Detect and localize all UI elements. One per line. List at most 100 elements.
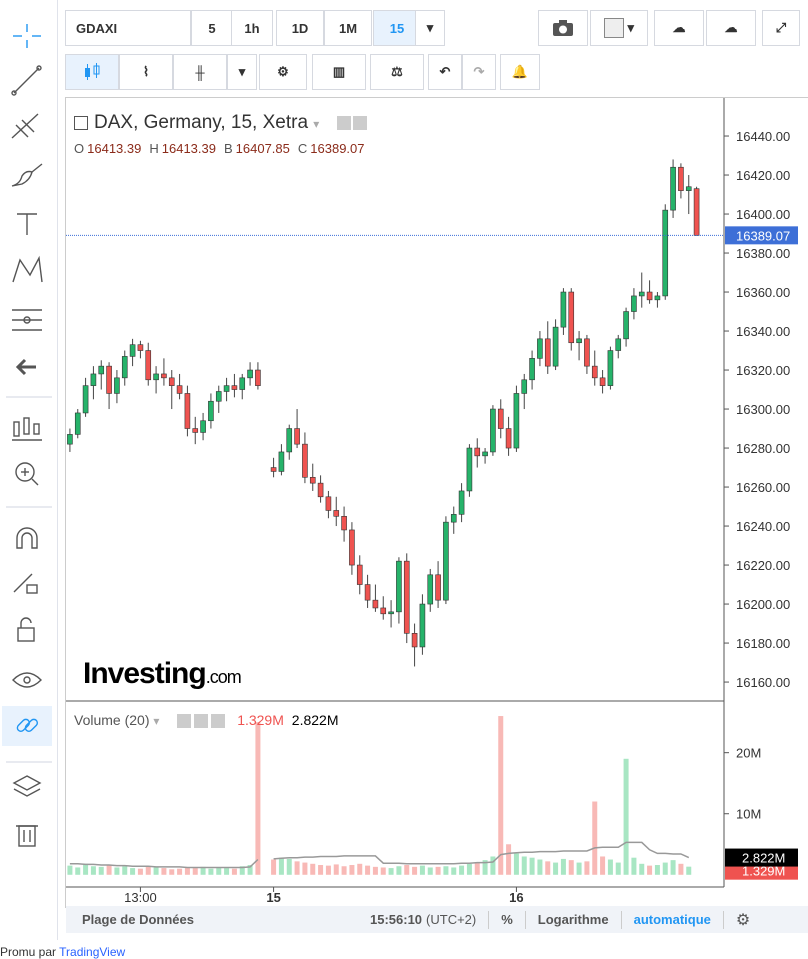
candle-body (513, 393, 520, 449)
footer-text: Promu par (0, 945, 57, 959)
visibility-toggle[interactable] (177, 714, 192, 729)
separator (488, 910, 490, 929)
candle-body (576, 338, 582, 344)
candle-body (278, 451, 285, 472)
candle-body (356, 564, 363, 585)
candle-body (349, 529, 355, 566)
settings-button[interactable]: ⚙ (259, 54, 307, 90)
style-dropdown[interactable]: ▾ (227, 54, 257, 90)
interval-button[interactable]: 15 (373, 10, 421, 46)
candle-body (380, 607, 387, 615)
symbol-input[interactable]: GDAXI (65, 10, 191, 46)
bars-button[interactable]: ╫ (173, 54, 227, 90)
remove-toggle[interactable] (211, 714, 226, 729)
chart-pane: Investing.com 16160.00 16180.00 16200.00 16… (65, 97, 808, 908)
redo-button[interactable]: ↷ (462, 54, 496, 90)
candle-body (364, 584, 371, 601)
volume-bar (145, 866, 151, 875)
log-button[interactable]: Logarithme (537, 912, 609, 927)
crosshair-icon[interactable] (13, 24, 41, 48)
logo-suffix: .com (206, 667, 241, 687)
snapshot-button[interactable] (538, 10, 588, 46)
candle-body (419, 603, 426, 648)
layers-icon[interactable] (12, 775, 42, 797)
volume-bar (600, 856, 606, 875)
auto-button[interactable]: automatique (633, 912, 711, 927)
interval-button[interactable]: 5 (191, 10, 233, 46)
volume-bar (75, 867, 81, 875)
prediction-icon[interactable] (12, 309, 42, 331)
undo-button[interactable]: ↶ (428, 54, 462, 90)
interval-button[interactable]: 1h (231, 10, 273, 46)
magnet-icon[interactable] (16, 527, 38, 549)
color-button[interactable]: ▾ (590, 10, 648, 46)
brush-icon[interactable] (11, 163, 43, 187)
y-tick-label: 16360.00 (736, 285, 790, 300)
candle-body (435, 574, 441, 601)
volume-bar (231, 868, 237, 875)
indicators-button[interactable]: ▥ (312, 54, 366, 90)
visibility-toggle[interactable] (336, 115, 351, 130)
text-icon[interactable] (17, 213, 37, 235)
indicators-icon[interactable] (12, 417, 42, 441)
fib-tool-icon[interactable] (11, 113, 39, 139)
volume-bar (474, 862, 480, 875)
link-icon[interactable] (16, 718, 39, 733)
interval-button[interactable]: 1M (324, 10, 372, 46)
candle-body (615, 338, 622, 351)
candle-body (215, 391, 222, 402)
volume-bar (294, 861, 300, 875)
volume-bar (537, 859, 543, 875)
candle-body (685, 186, 692, 191)
trash-icon[interactable] (16, 825, 38, 847)
line-tool-icon[interactable] (11, 65, 42, 96)
y-tick-label: 16420.00 (736, 168, 790, 183)
eye-icon[interactable] (12, 672, 42, 688)
volume-bar (396, 866, 402, 875)
volume-bar (83, 863, 89, 875)
area-button[interactable]: ⌇ (119, 54, 173, 90)
settings-button[interactable]: ⚙ (735, 911, 751, 929)
zoom-icon[interactable] (15, 462, 39, 486)
candles-button[interactable] (65, 54, 119, 90)
volume-bar (247, 865, 253, 875)
candle-body (153, 373, 159, 381)
candle-body (137, 344, 144, 351)
lock-draw-icon[interactable] (13, 573, 38, 594)
separator (620, 910, 622, 929)
alert-button[interactable]: 🔔 (500, 54, 540, 90)
compare-button[interactable]: ⚖ (370, 54, 424, 90)
candle-body (168, 377, 175, 386)
volume-bar (388, 868, 394, 875)
candle-body (552, 326, 559, 367)
candle-body (161, 373, 167, 379)
volume-bar (443, 866, 449, 875)
volume-bar (466, 863, 472, 875)
volume-bar (192, 868, 198, 875)
interval-button[interactable]: 1D (276, 10, 324, 46)
footer: Promu par TradingView (0, 945, 125, 959)
range-button[interactable]: Plage de Données (82, 912, 194, 927)
collapse-icon[interactable] (74, 115, 88, 130)
legend-dropdown[interactable]: ▾ (313, 117, 320, 131)
save-button[interactable]: ☁ (706, 10, 756, 46)
settings-toggle[interactable] (194, 714, 209, 729)
interval-dropdown[interactable]: ▾ (415, 10, 445, 46)
main-legend: DAX, Germany, 15, Xetra ▾ (74, 112, 367, 134)
hide-toolbar-icon[interactable] (15, 358, 36, 376)
candle-body (121, 356, 128, 379)
volume-bar (607, 859, 613, 875)
candle-body (638, 291, 645, 297)
footer-link[interactable]: TradingView (59, 945, 126, 959)
volume-bar (647, 865, 653, 875)
lock-icon[interactable] (17, 617, 35, 642)
settings-toggle[interactable] (352, 115, 367, 130)
percent-button[interactable]: % (501, 912, 513, 927)
load-button[interactable]: ☁ (654, 10, 704, 46)
y-tick-label: 16180.00 (736, 636, 790, 651)
fullscreen-button[interactable]: ⤢ (762, 10, 800, 46)
candle-body (662, 209, 669, 297)
volume-dropdown[interactable]: ▾ (153, 714, 160, 728)
y-tick-label: 20M (736, 746, 761, 761)
pattern-icon[interactable] (12, 255, 43, 283)
